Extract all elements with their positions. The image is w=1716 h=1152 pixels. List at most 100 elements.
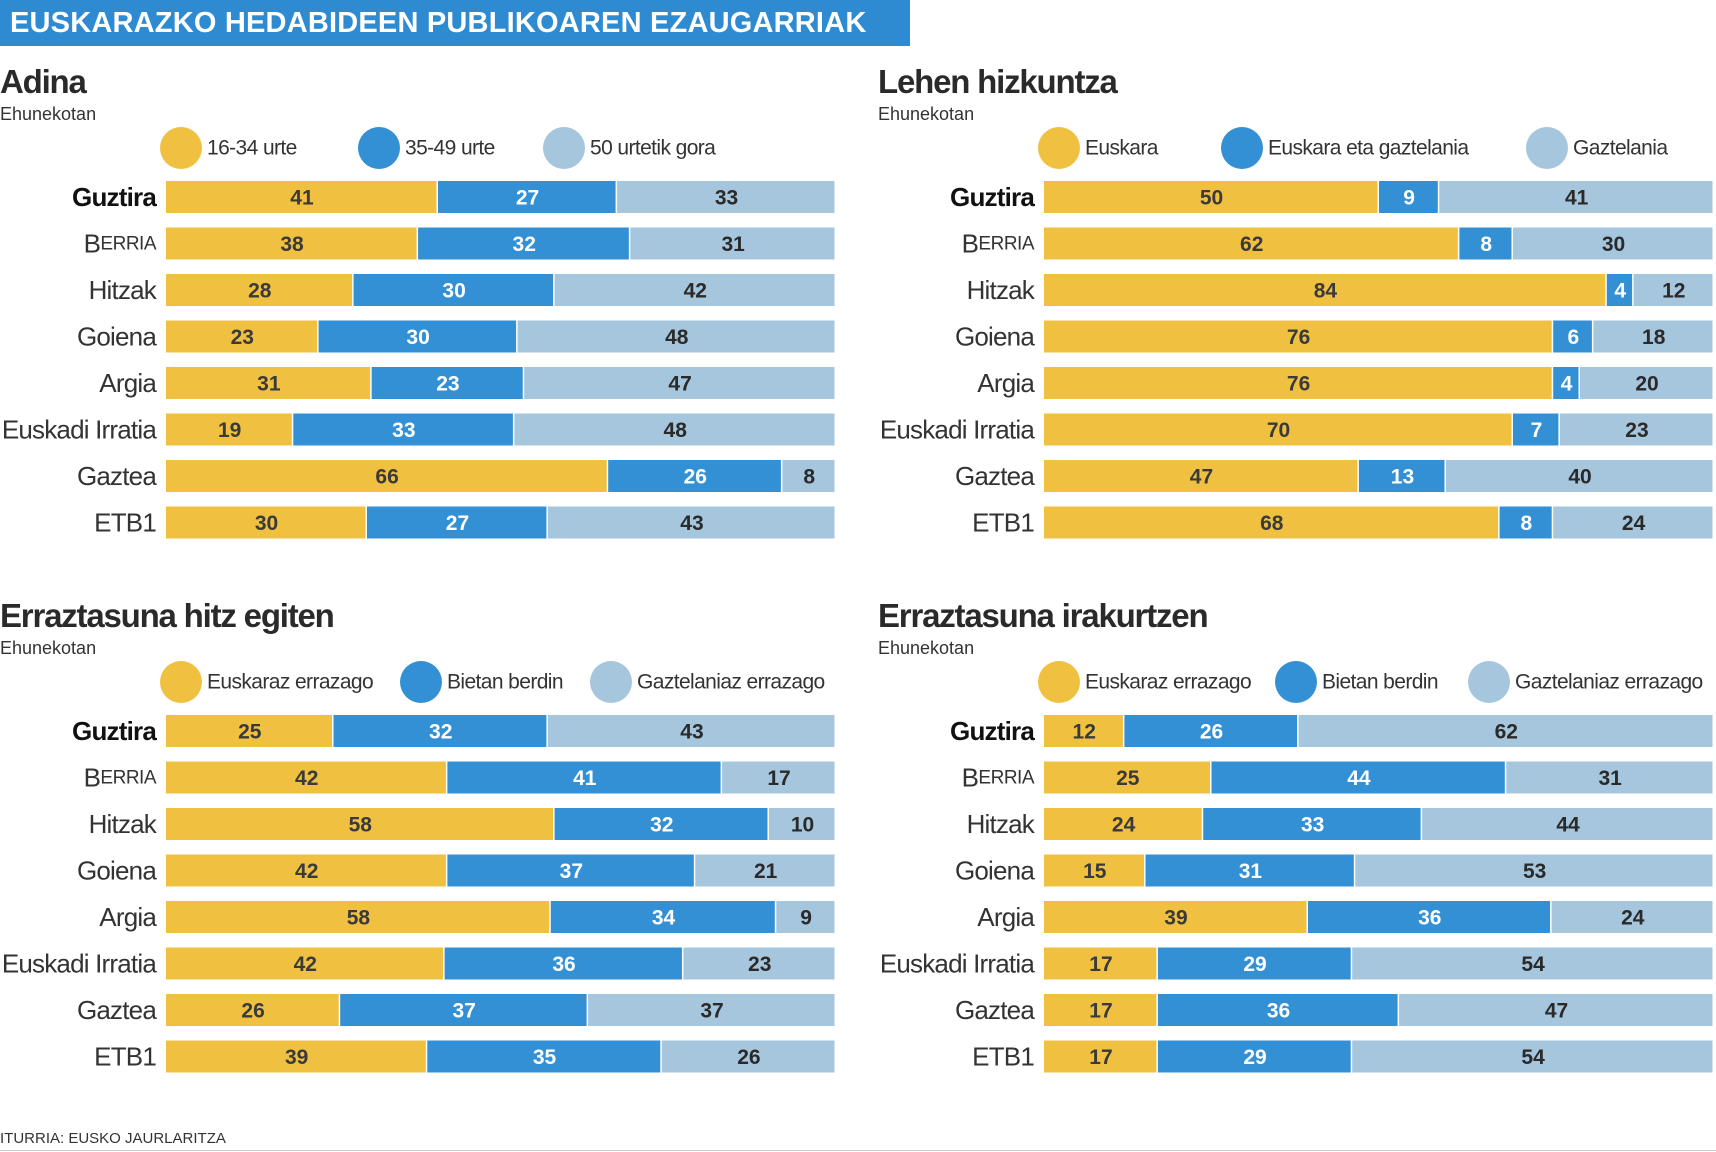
data-label: 32 xyxy=(429,721,452,744)
data-label: 32 xyxy=(650,814,673,837)
data-label: 29 xyxy=(1243,1046,1266,1069)
bar-segment xyxy=(1551,901,1713,933)
bar-segment xyxy=(776,901,835,933)
data-label: 38 xyxy=(280,233,304,256)
data-label: 32 xyxy=(513,233,536,256)
data-label: 76 xyxy=(1287,373,1310,396)
bar-segment xyxy=(547,506,835,539)
data-label: 6 xyxy=(1567,326,1579,349)
data-label: 25 xyxy=(238,721,262,744)
legend-swatch xyxy=(1038,127,1080,169)
bar-segment xyxy=(1459,227,1512,260)
data-label: 36 xyxy=(552,953,575,976)
bar-segment xyxy=(166,413,292,446)
panel-title: Lehen hizkuntza xyxy=(878,63,1118,100)
bar-segment xyxy=(371,367,523,399)
data-label: 8 xyxy=(1521,512,1533,535)
bar-segment xyxy=(1513,227,1713,260)
category-label: Guztira xyxy=(950,182,1035,212)
data-label: 30 xyxy=(255,512,278,535)
bar-segment xyxy=(1352,947,1713,980)
data-label: 25 xyxy=(1116,767,1140,790)
legend-label: Euskara xyxy=(1085,137,1159,160)
legend-swatch xyxy=(1275,661,1317,703)
data-label: 30 xyxy=(442,280,465,303)
category-label: Hitzak xyxy=(967,275,1036,305)
bar-segment xyxy=(1593,320,1713,353)
category-label: Gaztea xyxy=(77,995,157,1025)
bar-segment xyxy=(1157,1040,1351,1073)
bar-segment xyxy=(333,715,547,747)
data-label: 31 xyxy=(721,233,745,256)
bar-segment xyxy=(166,1040,426,1073)
legend-label: Euskaraz errazago xyxy=(207,671,373,694)
category-label: Hitzak xyxy=(967,809,1036,839)
category-label: Euskadi Irratia xyxy=(880,415,1036,445)
category-label: BERRIA xyxy=(962,229,1035,259)
category-label: Argia xyxy=(977,368,1035,398)
bar-segment xyxy=(166,761,446,794)
category-label: Goiena xyxy=(955,856,1035,886)
panel-subtitle: Ehunekotan xyxy=(878,104,975,124)
bar-segment xyxy=(166,901,550,933)
data-label: 54 xyxy=(1521,1046,1545,1069)
data-label: 23 xyxy=(231,326,254,349)
bar-segment xyxy=(1044,227,1458,260)
bottom-divider xyxy=(0,1150,1716,1151)
bar-segment xyxy=(1307,901,1551,933)
bar-segment xyxy=(1044,947,1157,980)
data-label: 26 xyxy=(241,1000,264,1023)
bar-segment xyxy=(1553,320,1592,353)
legend-swatch xyxy=(590,661,632,703)
panel-adina: Adina Ehunekotan 16-34 urte 35-49 urte 50 … xyxy=(0,62,858,580)
bar-segment xyxy=(588,994,835,1026)
bar-segment xyxy=(166,181,437,213)
bar-segment xyxy=(1157,947,1351,980)
data-label: 44 xyxy=(1556,814,1580,837)
category-label: Gaztea xyxy=(955,461,1035,491)
bar-segment xyxy=(1446,460,1713,492)
bar-segment xyxy=(1358,460,1445,492)
data-label: 48 xyxy=(664,419,688,442)
category-label: Argia xyxy=(99,368,157,398)
bar-segment xyxy=(608,460,781,492)
category-label: Euskadi Irratia xyxy=(880,949,1036,979)
bar-segment xyxy=(1553,367,1579,399)
data-label: 47 xyxy=(1545,1000,1568,1023)
panel-title: Erraztasuna irakurtzen xyxy=(878,597,1209,634)
bar-segment xyxy=(447,761,721,794)
bar-segment xyxy=(1157,994,1398,1026)
legend-label: 16-34 urte xyxy=(207,137,297,160)
data-label: 43 xyxy=(680,721,703,744)
bar-segment xyxy=(166,808,554,840)
data-label: 31 xyxy=(257,373,281,396)
category-label: ETB1 xyxy=(972,508,1034,538)
data-label: 4 xyxy=(1561,373,1573,396)
bar-segment xyxy=(1044,320,1552,353)
legend-label: 35-49 urte xyxy=(405,137,495,160)
data-label: 58 xyxy=(349,814,373,837)
data-label: 17 xyxy=(767,767,790,790)
bar-segment xyxy=(617,181,835,213)
category-label: Guztira xyxy=(950,716,1035,746)
data-label: 39 xyxy=(285,1046,308,1069)
data-label: 34 xyxy=(652,907,676,930)
data-label: 17 xyxy=(1089,1000,1112,1023)
legend-label: Euskaraz errazago xyxy=(1085,671,1251,694)
bar-segment xyxy=(1044,274,1606,306)
bar-segment xyxy=(166,506,366,539)
category-label: Goiena xyxy=(77,322,157,352)
category-label: Hitzak xyxy=(89,809,158,839)
data-label: 42 xyxy=(684,280,707,303)
bar-segment xyxy=(722,761,835,794)
data-label: 8 xyxy=(1480,233,1492,256)
bar-segment xyxy=(1559,413,1713,446)
bar-segment xyxy=(293,413,513,446)
legend-label: Gaztelaniaz errazago xyxy=(1515,671,1703,694)
bar-segment xyxy=(1499,506,1552,539)
bar-segment xyxy=(166,367,371,399)
category-label: ETB1 xyxy=(972,1042,1034,1072)
data-label: 7 xyxy=(1531,419,1543,442)
panel-title: Erraztasuna hitz egiten xyxy=(0,597,335,634)
bar-segment xyxy=(166,460,607,492)
